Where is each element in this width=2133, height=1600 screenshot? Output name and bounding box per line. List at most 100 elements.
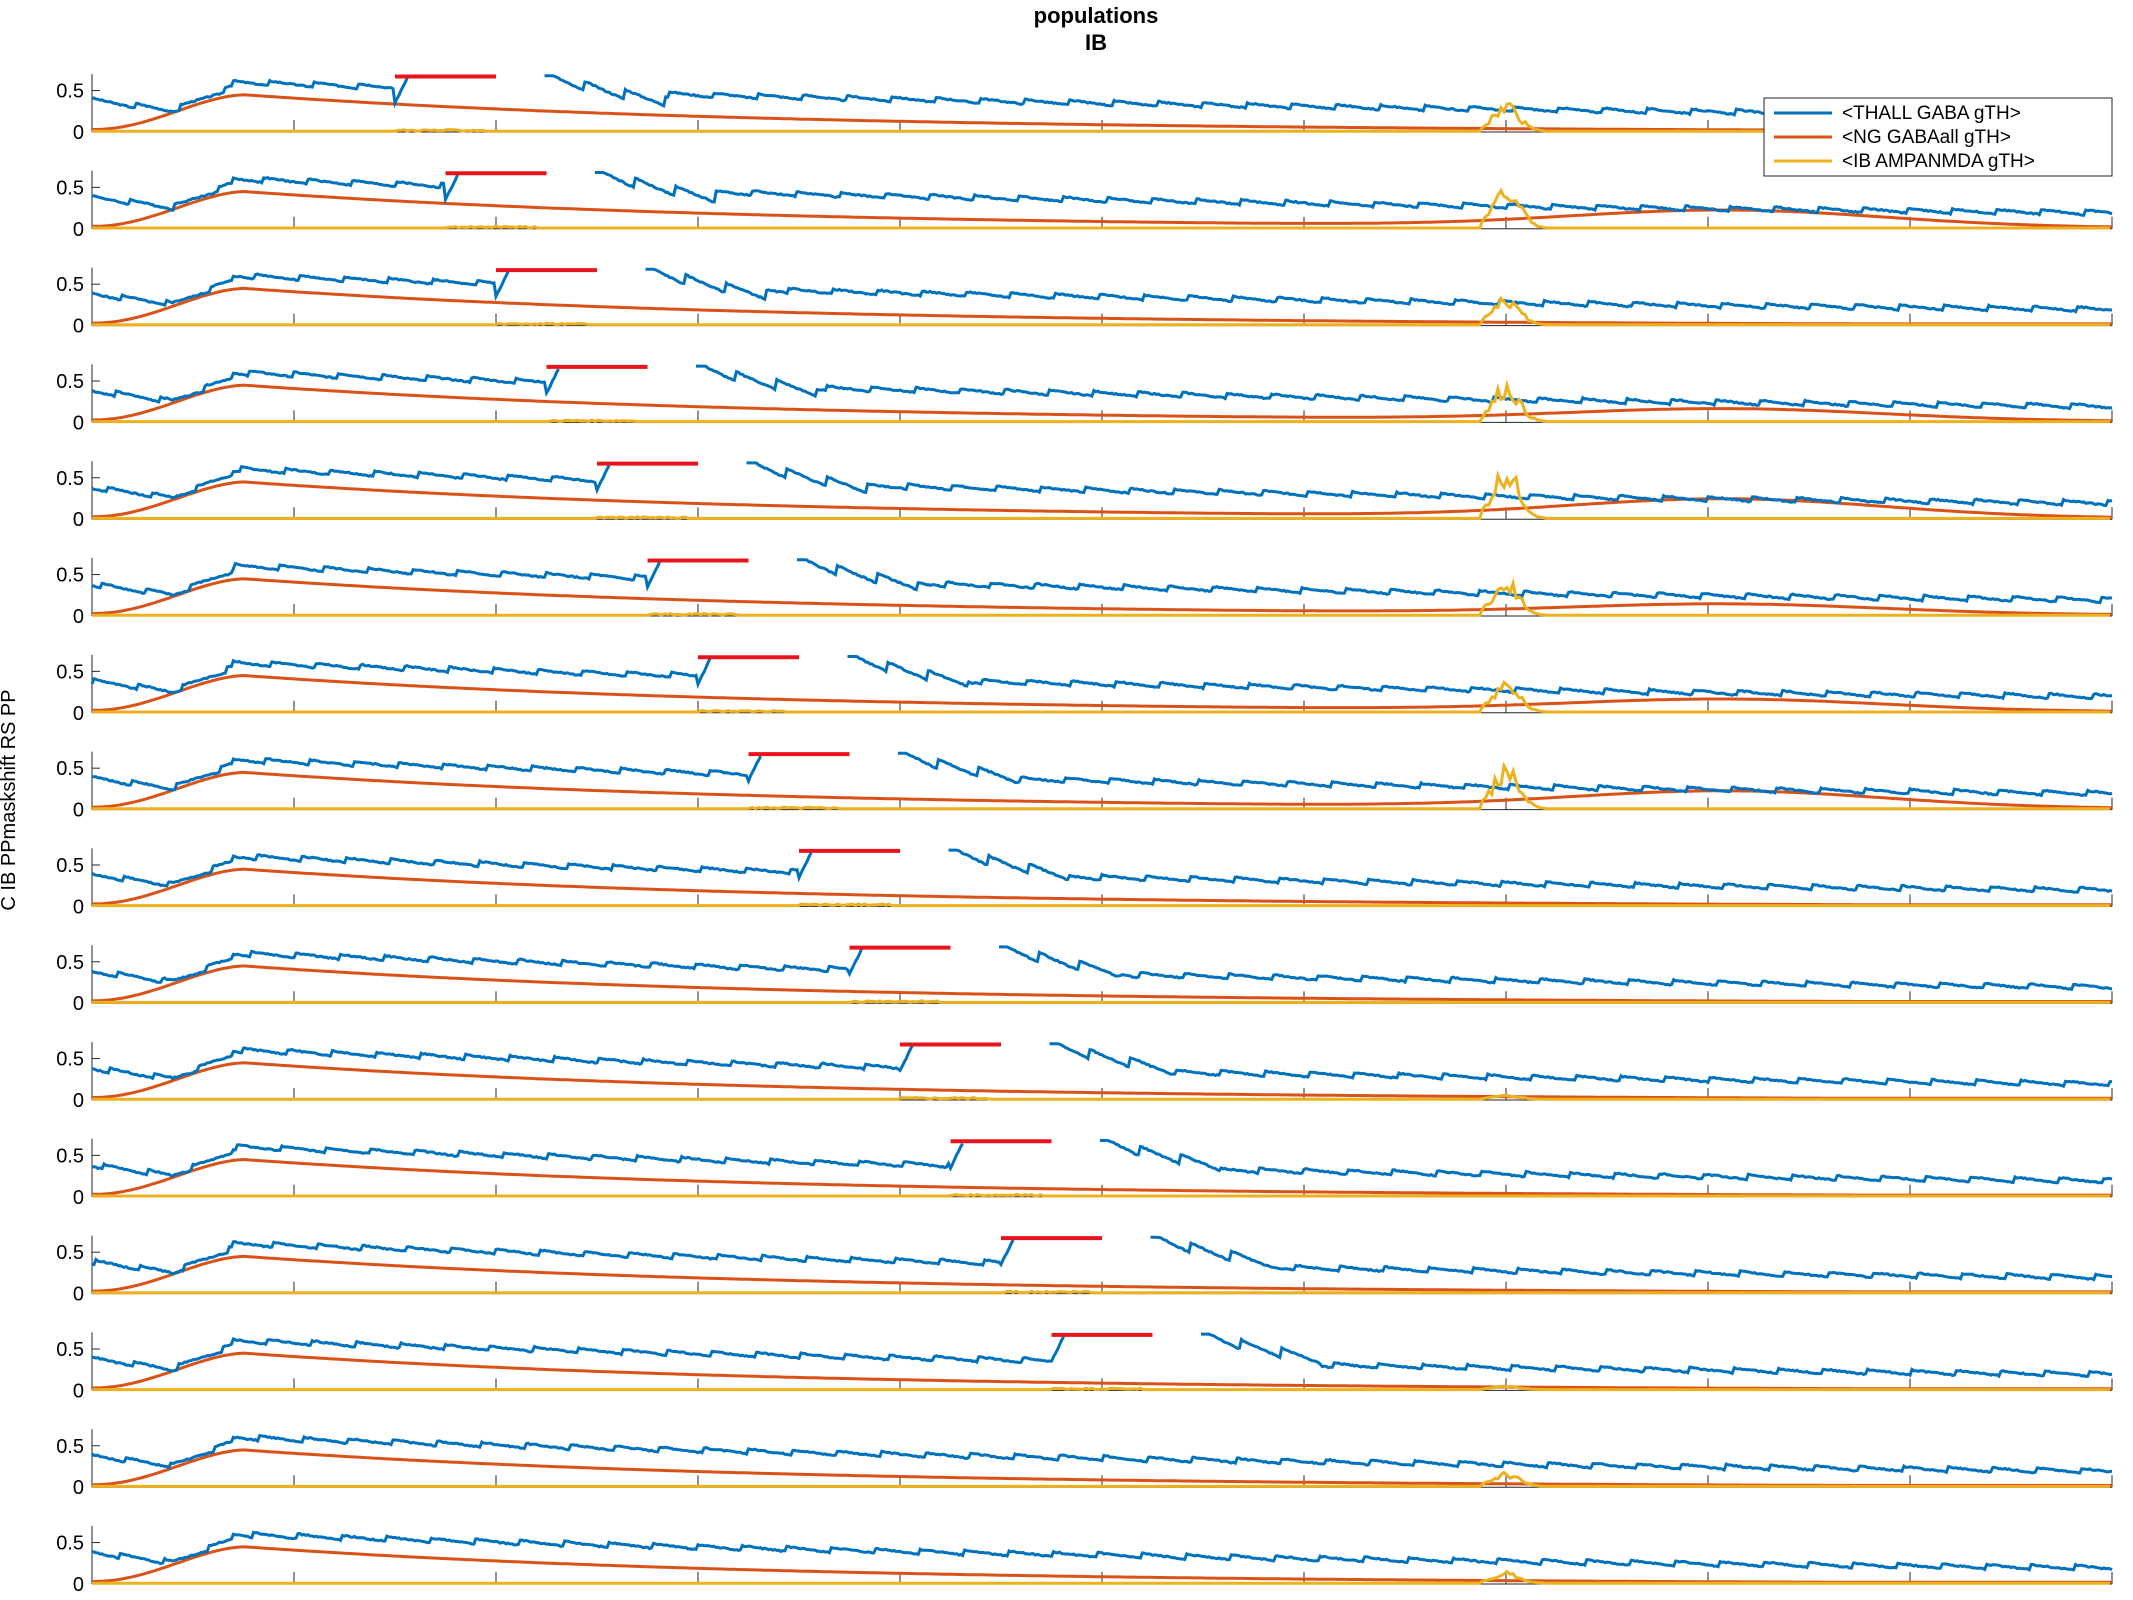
y-tick-label: 0.5 — [56, 855, 84, 877]
x-tick-label: 2000 — [2090, 1597, 2133, 1600]
y-tick-label: 0 — [73, 1380, 84, 1402]
series-ib-ampanmda-line — [92, 1470, 2110, 1488]
series-thall-gaba-line — [91, 1530, 2113, 1572]
series-thall-gaba-line — [91, 461, 2113, 508]
legend-entry-label: <THALL GABA gTH> — [1842, 103, 2021, 124]
y-tick-label: 0.5 — [56, 1533, 84, 1555]
panel-16: 00.5 — [56, 1526, 2113, 1596]
y-tick-label: 0 — [73, 122, 84, 144]
y-tick-label: 0 — [73, 1477, 84, 1499]
panel-9: 00.5 — [56, 848, 2113, 918]
x-tick-label: 0 — [86, 1597, 97, 1600]
series-ng-gabaall-line — [92, 383, 2112, 423]
series-ib-ampanmda-line — [92, 295, 2110, 327]
x-tick-label: 1400 — [1484, 1597, 1529, 1600]
x-tick-label: 1800 — [1888, 1597, 1933, 1600]
legend-entry-label: <IB AMPANMDA gTH> — [1842, 151, 2035, 172]
series-ng-gabaall-line — [92, 673, 2112, 713]
x-tick-label: 800 — [883, 1597, 916, 1600]
panel-2: 00.5 — [56, 170, 2113, 241]
series-ng-gabaall-line — [92, 577, 2112, 616]
series-ng-gabaall-line — [92, 189, 2113, 229]
series-thall-gaba-line — [91, 1139, 2113, 1185]
y-tick-label: 0.5 — [56, 177, 84, 199]
series-ib-ampanmda-line — [92, 761, 2110, 811]
series-thall-gaba-line — [92, 751, 2113, 798]
legend-entry-label: <NG GABAall gTH> — [1842, 127, 2011, 148]
y-tick-label: 0 — [73, 1090, 84, 1112]
y-tick-label: 0.5 — [56, 1049, 84, 1071]
y-tick-label: 0.5 — [56, 1436, 84, 1458]
series-ib-ampanmda-line — [92, 999, 2110, 1004]
y-axis-label: C IB PPmaskshift RS PP — [0, 689, 20, 910]
y-tick-label: 0.5 — [56, 1339, 84, 1361]
series-thall-gaba-line — [91, 1332, 2113, 1379]
panel-13: 00.5 — [56, 1235, 2113, 1306]
legend: <THALL GABA gTH> <NG GABAall gTH> <IB AMPA… — [1763, 97, 2113, 177]
y-tick-label: 0.5 — [56, 661, 84, 683]
series-thall-gaba-line — [91, 364, 2113, 411]
y-tick-label: 0 — [73, 1284, 84, 1306]
panel-11: 00.5 — [56, 1042, 2113, 1112]
chart-subtitle: IB — [1085, 30, 1107, 55]
series-ib-ampanmda-line — [92, 469, 2110, 520]
series-ib-ampanmda-line — [92, 1569, 2110, 1585]
x-tick-label: 1200 — [1282, 1597, 1327, 1600]
series-thall-gaba-line — [91, 1433, 2112, 1475]
x-axis: 0 200 400 600 800 1000 1200 1400 1600 1800 2000 — [86, 1597, 2133, 1600]
y-tick-label: 0.5 — [56, 758, 84, 780]
panel-7: 00.5 — [56, 654, 2113, 725]
y-tick-label: 0 — [73, 219, 84, 241]
panel-4: 00.5 — [56, 364, 2113, 434]
panel-14: 00.5 — [56, 1332, 2113, 1402]
series-thall-gaba-line — [91, 1042, 2113, 1089]
series-thall-gaba-line — [91, 171, 2113, 217]
series-ng-gabaall-line — [92, 1351, 2112, 1391]
y-tick-label: 0 — [73, 703, 84, 725]
y-tick-label: 0 — [73, 1187, 84, 1209]
series-ib-ampanmda-line — [92, 902, 2110, 908]
y-tick-label: 0.5 — [56, 371, 84, 393]
y-tick-label: 0 — [73, 1574, 84, 1596]
panel-8: 00.5 — [56, 751, 2113, 822]
panels: 00.500.500.500.500.500.500.500.500.500.5… — [56, 74, 2113, 1596]
x-tick-label: 600 — [681, 1597, 714, 1600]
y-tick-label: 0 — [73, 800, 84, 822]
panel-3: 00.5 — [56, 267, 2113, 338]
panel-12: 00.5 — [56, 1138, 2113, 1209]
panel-6: 00.5 — [56, 558, 2113, 628]
series-thall-gaba-line — [91, 1235, 2113, 1282]
series-ib-ampanmda-line — [92, 1192, 2110, 1198]
series-ib-ampanmda-line — [92, 577, 2110, 617]
x-tick-label: 200 — [277, 1597, 310, 1600]
x-tick-label: 400 — [479, 1597, 512, 1600]
series-ib-ampanmda-line — [92, 1093, 2110, 1101]
y-tick-label: 0.5 — [56, 1145, 84, 1167]
panel-15: 00.5 — [56, 1429, 2113, 1499]
x-tick-label: 1600 — [1686, 1597, 1731, 1600]
panel-10: 00.5 — [56, 945, 2113, 1015]
chart-title: populations — [1034, 3, 1159, 28]
y-tick-label: 0.5 — [56, 468, 84, 490]
series-ib-ampanmda-line — [92, 379, 2110, 424]
y-tick-label: 0.5 — [56, 81, 84, 103]
y-tick-label: 0.5 — [56, 952, 84, 974]
series-ib-ampanmda-line — [92, 1289, 2110, 1295]
series-ng-gabaall-line — [92, 770, 2113, 810]
y-tick-label: 0.5 — [56, 565, 84, 587]
series-ib-ampanmda-line — [92, 187, 2110, 230]
panel-5: 00.5 — [56, 461, 2113, 531]
y-tick-label: 0 — [73, 412, 84, 434]
y-tick-label: 0.5 — [56, 274, 84, 296]
series-ng-gabaall-line — [92, 1448, 2112, 1487]
series-thall-gaba-line — [91, 945, 2113, 992]
y-tick-label: 0 — [73, 316, 84, 338]
series-ib-ampanmda-line — [92, 680, 2110, 714]
series-thall-gaba-line — [91, 848, 2113, 894]
y-tick-label: 0.5 — [56, 1242, 84, 1264]
y-tick-label: 0 — [73, 993, 84, 1015]
y-tick-label: 0 — [73, 509, 84, 531]
series-ib-ampanmda-line — [92, 1384, 2110, 1392]
series-thall-gaba-line — [91, 558, 2113, 605]
